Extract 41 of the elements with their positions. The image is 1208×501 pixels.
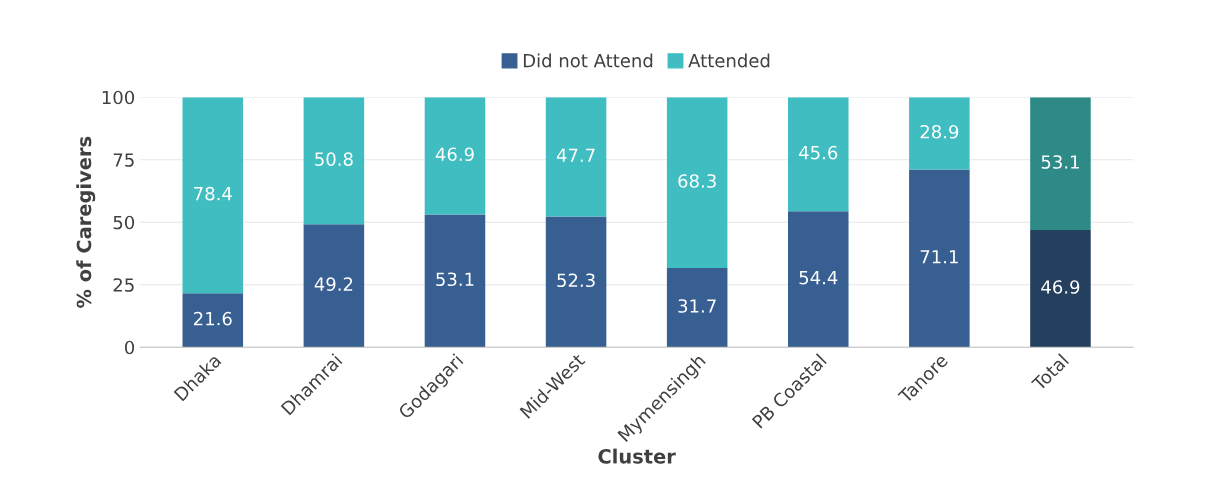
data-label: 31.7	[678, 299, 716, 313]
data-label: 21.6	[194, 311, 232, 326]
y-tick-label: 75	[113, 153, 134, 167]
data-label: 53.1	[436, 272, 474, 287]
bar	[424, 214, 486, 348]
bar	[424, 97, 486, 215]
bar	[787, 211, 849, 348]
bar	[1030, 97, 1091, 230]
bar	[545, 216, 607, 348]
y-axis-title: % of Caregivers	[76, 136, 96, 308]
data-label: 28.9	[920, 124, 959, 139]
data-label: 46.9	[1041, 280, 1080, 294]
legend-label: Attended	[688, 53, 770, 68]
data-label: 78.4	[194, 186, 232, 201]
data-label: 52.3	[557, 273, 595, 288]
bar	[666, 267, 728, 348]
bar	[909, 97, 970, 170]
bar	[545, 97, 607, 217]
y-tick-label: 25	[113, 278, 134, 292]
data-label: 54.4	[799, 271, 838, 285]
data-label: 68.3	[678, 174, 716, 188]
data-label: 47.7	[556, 148, 595, 162]
bar	[666, 97, 728, 268]
bar	[787, 97, 849, 212]
data-label: 53.1	[1041, 155, 1079, 169]
bar	[303, 224, 365, 348]
data-label: 46.9	[435, 147, 474, 162]
bar	[182, 293, 244, 348]
data-label: 50.8	[315, 152, 353, 166]
bar	[303, 97, 365, 225]
data-label: 49.2	[314, 277, 353, 291]
bar	[1030, 229, 1091, 348]
y-tick-label: 100	[102, 90, 135, 105]
bar	[182, 97, 244, 294]
y-tick-label: 0	[124, 340, 135, 355]
y-tick-label: 50	[113, 215, 135, 230]
x-axis-title: Cluster	[598, 448, 676, 464]
bar	[909, 169, 970, 348]
data-label: 45.6	[799, 145, 838, 160]
legend-label: Did not Attend	[523, 53, 653, 68]
data-label: 71.1	[920, 250, 958, 264]
